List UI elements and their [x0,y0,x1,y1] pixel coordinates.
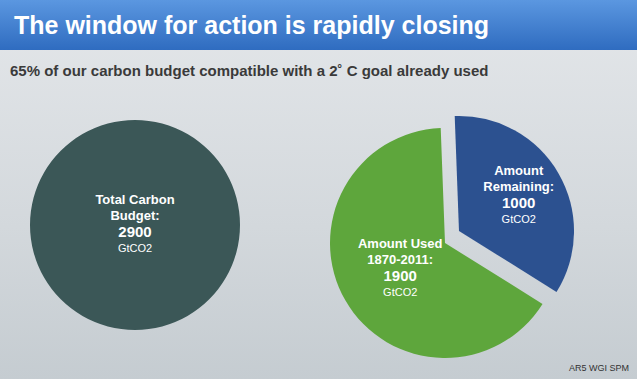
html-text:65% of our carbon budget compa: 65% of our carbon budget compatible with… [10,62,489,79]
svg-text:Total CarbonBudget:2900GtCO2: Total CarbonBudget:2900GtCO2 [95,192,174,253]
svg-text:AmountRemaining:1000GtCO2: AmountRemaining:1000GtCO2 [483,164,554,225]
svg-text:Amount Used1870-2011:1900GtCO2: Amount Used1870-2011:1900GtCO2 [358,236,443,297]
html-text:The window for action is rapid: The window for action is rapidly closing [14,11,490,39]
html-text:AR5 WGI SPM: AR5 WGI SPM [569,363,629,373]
